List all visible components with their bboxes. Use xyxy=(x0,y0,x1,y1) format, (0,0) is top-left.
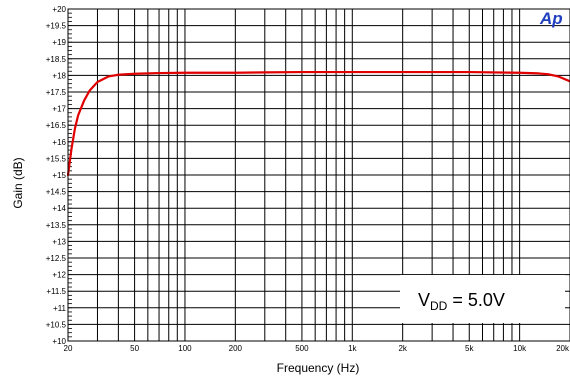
x-tick-labels: 20 50 100 200 500 1k 2k 5k 10k 20k xyxy=(64,344,570,353)
y-tick-label: +13.5 xyxy=(46,221,67,230)
y-tick-label: +14 xyxy=(52,204,66,213)
y-tick-label: +10.5 xyxy=(46,320,67,329)
y-tick-label: +12 xyxy=(52,271,66,280)
y-tick-label: +13 xyxy=(52,237,66,246)
y-tick-label: +17 xyxy=(52,105,66,114)
plot-frame xyxy=(67,8,570,342)
x-tick-label: 1k xyxy=(348,344,357,353)
y-tick-label: +16.5 xyxy=(46,121,67,130)
y-tick-label: +12.5 xyxy=(46,254,67,263)
y-tick-label: +17.5 xyxy=(46,88,67,97)
x-tick-label: 20 xyxy=(64,344,73,353)
supply-voltage-annotation: VDD = 5.0V xyxy=(418,290,505,313)
x-tick-label: 200 xyxy=(229,344,243,353)
y-tick-label: +15.5 xyxy=(46,154,67,163)
y-tick-label: +16 xyxy=(52,138,66,147)
ap-logo: Ap xyxy=(539,9,563,28)
x-axis-label: Frequency (Hz) xyxy=(277,361,360,375)
x-tick-label: 20k xyxy=(556,344,570,353)
series-layer xyxy=(66,70,570,177)
y-tick-labels: +10 +10.5 +11 +11.5 +12 +12.5 +13 +13.5 +14 +14.5… xyxy=(46,5,67,346)
annotation-subscript: DD xyxy=(430,299,448,313)
annotation-background xyxy=(400,275,565,323)
annotation-rest: = 5.0V xyxy=(447,290,505,310)
y-tick-label: +15 xyxy=(52,171,66,180)
x-tick-label: 2k xyxy=(398,344,407,353)
x-tick-label: 10k xyxy=(513,344,527,353)
annotation-main: V xyxy=(418,290,430,310)
y-tick-label: +20 xyxy=(52,5,66,14)
y-tick-label: +10 xyxy=(52,337,66,346)
y-tick-label: +19.5 xyxy=(46,22,67,31)
series-line xyxy=(66,70,570,177)
y-tick-label: +18 xyxy=(52,71,66,80)
y-axis-label: Gain (dB) xyxy=(11,157,25,208)
y-tick-label: +11.5 xyxy=(46,287,66,296)
annotation-box: VDD = 5.0V xyxy=(400,275,565,323)
x-tick-label: 100 xyxy=(178,344,192,353)
y-tick-label: +18.5 xyxy=(46,55,67,64)
x-tick-label: 500 xyxy=(295,344,309,353)
x-tick-label: 50 xyxy=(130,344,139,353)
y-tick-label: +19 xyxy=(52,38,66,47)
y-tick-label: +14.5 xyxy=(46,188,67,197)
y-tick-label: +11 xyxy=(53,304,67,313)
x-tick-label: 5k xyxy=(465,344,474,353)
